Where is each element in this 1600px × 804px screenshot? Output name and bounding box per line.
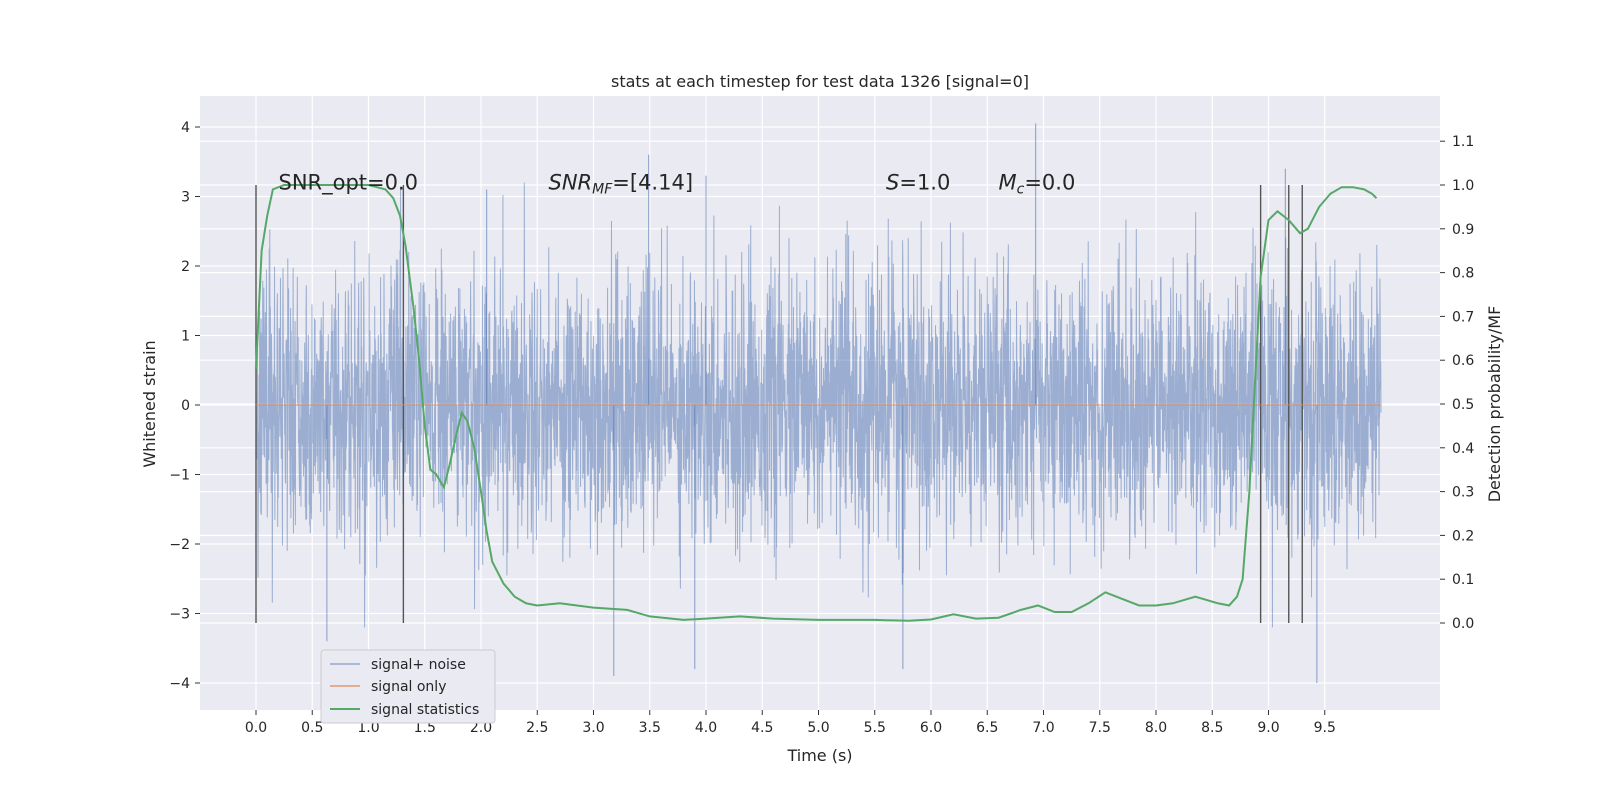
chart-title: stats at each timestep for test data 132… xyxy=(611,72,1029,91)
y-tick-label: 1 xyxy=(181,329,190,345)
annotation-text: S=1.0 xyxy=(886,171,950,195)
y2-tick-label: 1.1 xyxy=(1452,134,1474,150)
y-tick-label: 0 xyxy=(181,398,190,414)
x-tick-label: 9.0 xyxy=(1257,720,1279,736)
y2-tick-label: 0.3 xyxy=(1452,485,1474,501)
annotation-layer: SNR_opt=0.0 SNRMF=[4.14] S=1.0 Mc=0.0 xyxy=(279,171,1076,198)
y-tick-label: −4 xyxy=(169,676,190,692)
x-tick-label: 5.0 xyxy=(807,720,829,736)
y-tick-label: −3 xyxy=(169,607,190,623)
x-tick-label: 4.0 xyxy=(695,720,717,736)
annotation-text: Mc=0.0 xyxy=(999,171,1076,198)
y2-tick-label: 0.2 xyxy=(1452,528,1474,544)
y-axis-label: Whitened strain xyxy=(140,340,159,467)
x-tick-label: 3.0 xyxy=(582,720,604,736)
y-tick-label: 4 xyxy=(181,120,190,136)
x-tick-label: 4.5 xyxy=(751,720,773,736)
x-tick-label: 8.0 xyxy=(1145,720,1167,736)
x-tick-label: 7.5 xyxy=(1089,720,1111,736)
y-tick-label: 3 xyxy=(181,190,190,206)
x-tick-label: 3.5 xyxy=(639,720,661,736)
y-tick-label: −1 xyxy=(169,468,190,484)
annotation-text: SNRMF=[4.14] xyxy=(549,171,694,198)
y2-tick-label: 0.5 xyxy=(1452,397,1474,413)
x-tick-label: 6.0 xyxy=(920,720,942,736)
y2-tick-label: 0.0 xyxy=(1452,616,1474,632)
legend-box xyxy=(320,649,496,724)
x-tick-label: 0.5 xyxy=(301,720,323,736)
y2-tick-label: 0.8 xyxy=(1452,266,1474,282)
series-signal-statistics-line xyxy=(255,184,1378,622)
y2-axis-label: Detection probability/MF xyxy=(1485,306,1504,503)
x-tick-label: 7.0 xyxy=(1032,720,1054,736)
y-tick-label: −2 xyxy=(169,537,190,553)
x-tick-label: 6.5 xyxy=(976,720,998,736)
y2-tick-label: 0.1 xyxy=(1452,572,1474,588)
legend-label-signal-statistics: signal statistics xyxy=(371,702,479,718)
x-tick-label: 0.0 xyxy=(245,720,267,736)
y2-tick-label: 0.6 xyxy=(1452,353,1474,369)
x-tick-label: 2.0 xyxy=(470,720,492,736)
x-tick-label: 5.5 xyxy=(864,720,886,736)
tick-layer: 0.0 0.5 1.0 1.5 2.0 2.5 3.0 3.5 4.0 4.5 5.0 5.5 6.0 6… xyxy=(169,120,1474,736)
y2-tick-label: 1.0 xyxy=(1452,178,1474,194)
y2-tick-label: 0.7 xyxy=(1452,309,1474,325)
vertical-line-layer xyxy=(255,185,1303,623)
x-tick-label: 1.0 xyxy=(357,720,379,736)
x-axis-label: Time (s) xyxy=(786,746,852,765)
y2-tick-label: 0.9 xyxy=(1452,222,1474,238)
legend-label-signal-noise: signal+ noise xyxy=(371,657,466,673)
x-tick-label: 9.5 xyxy=(1314,720,1336,736)
y2-tick-label: 0.4 xyxy=(1452,441,1474,457)
x-tick-label: 2.5 xyxy=(526,720,548,736)
y-tick-label: 2 xyxy=(181,259,190,275)
annotation-text: SNR_opt=0.0 xyxy=(279,171,419,196)
legend-label-signal-only: signal only xyxy=(371,679,446,695)
noise-layer xyxy=(255,123,1382,683)
x-tick-label: 8.5 xyxy=(1201,720,1223,736)
legend: signal+ noise signal only signal statist… xyxy=(320,649,496,724)
line-layer xyxy=(255,184,1381,622)
series-signal-noise-line xyxy=(255,182,1382,628)
x-tick-label: 1.5 xyxy=(414,720,436,736)
